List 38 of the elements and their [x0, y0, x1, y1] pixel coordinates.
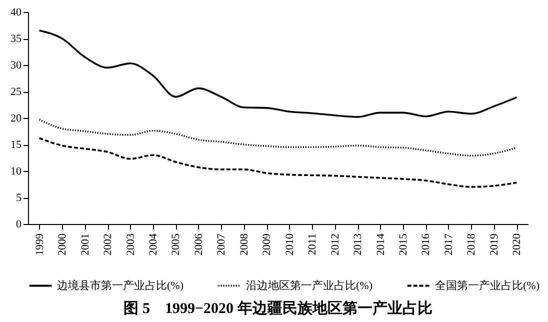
x-tick-label: 2007	[216, 233, 228, 256]
x-tick-label: 2017	[442, 233, 455, 256]
x-tick-label: 2011	[306, 234, 319, 256]
x-tick-label: 2014	[374, 233, 387, 256]
y-tick-label: 5	[16, 192, 22, 204]
y-tick-label: 25	[10, 86, 22, 98]
line-series	[38, 30, 518, 118]
line-series	[38, 137, 518, 188]
y-tick-label: 40	[10, 6, 22, 18]
y-tick-label: 10	[10, 166, 22, 178]
y-tick-label: 15	[10, 139, 22, 151]
x-tick-label: 2013	[352, 233, 364, 256]
x-tick-label: 2003	[124, 233, 137, 256]
x-tick-label: 2012	[329, 234, 342, 256]
legend-label: 沿边地区第一产业占比(%)	[246, 278, 373, 292]
x-tick-label: 2001	[79, 234, 92, 256]
x-tick-label: 2000	[56, 233, 69, 256]
legend-label: 边境县市第一产业占比(%)	[57, 278, 184, 292]
x-tick-label: 2006	[192, 233, 205, 256]
x-tick-label: 1999	[34, 233, 46, 256]
y-tick-label: 20	[10, 112, 22, 124]
x-tick-label: 2005	[170, 233, 182, 256]
text: 图 5 1999−2020 年边疆民族地区第一产业占比	[124, 300, 432, 317]
x-tick-label: 2015	[398, 233, 410, 256]
x-tick-label: 2002	[102, 234, 114, 256]
y-tick-label: 30	[10, 60, 22, 72]
x-tick-label: 2004	[148, 233, 160, 256]
x-tick-label: 2016	[420, 233, 432, 256]
legend-label: 全国第一产业占比(%)	[435, 278, 540, 292]
x-tick-label: 2018	[466, 233, 478, 256]
x-tick-label: 2020	[511, 233, 524, 256]
x-tick-label: 2008	[238, 233, 250, 256]
x-tick-label: 2010	[284, 233, 296, 256]
y-tick-label: 35	[10, 33, 22, 45]
line-series	[38, 118, 518, 157]
x-tick-label: 2019	[488, 233, 500, 256]
y-tick-label: 0	[16, 218, 22, 230]
x-tick-label: 2009	[261, 233, 274, 256]
